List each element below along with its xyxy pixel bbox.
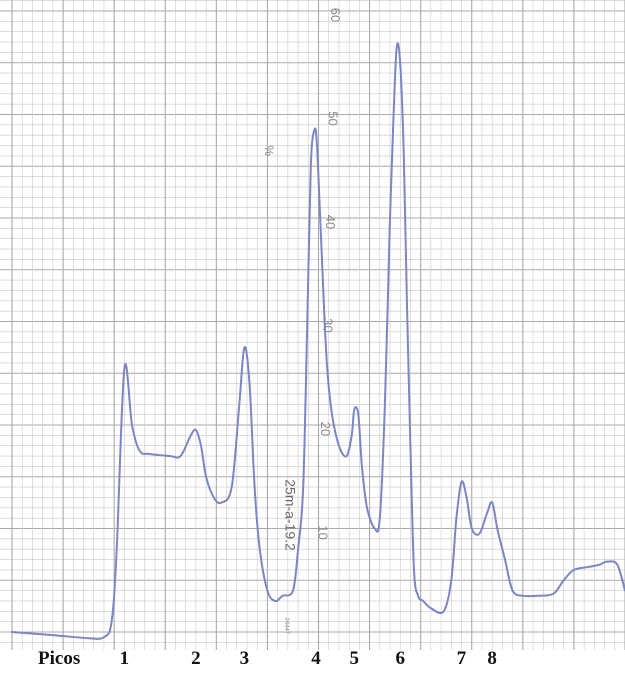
peak-label: 6 [395, 648, 405, 669]
stamp-annotation: 25m-a-19.2 [282, 479, 298, 551]
peak-label: 8 [487, 648, 497, 669]
y-tick-label: 30 [321, 318, 336, 332]
peak-axis-label: Picos [38, 648, 80, 669]
y-scale: 10 20 30 40 50 60% 25m-a-19.2 24447 [262, 8, 343, 635]
y-tick-label: 10 [316, 525, 331, 539]
peak-label: 1 [120, 648, 130, 669]
chart-grid [0, 0, 625, 650]
y-tick-label: 40 [323, 215, 338, 229]
y-axis-unit-label: % [262, 145, 276, 156]
chromatogram-trace [11, 42, 625, 640]
y-tick-label: 60 [328, 8, 343, 22]
peak-label: 4 [311, 648, 321, 669]
tiny-annotation: 24447 [283, 617, 289, 634]
peak-label: 5 [350, 648, 360, 669]
peak-label: 7 [457, 648, 467, 669]
y-tick-label: 50 [326, 111, 341, 125]
y-tick-label: 20 [318, 422, 333, 436]
peak-labels: Picos 1 2 3 4 5 6 7 8 [38, 648, 497, 669]
peak-label: 2 [191, 648, 201, 669]
peak-label: 3 [240, 648, 250, 669]
trace-layer [11, 42, 625, 640]
